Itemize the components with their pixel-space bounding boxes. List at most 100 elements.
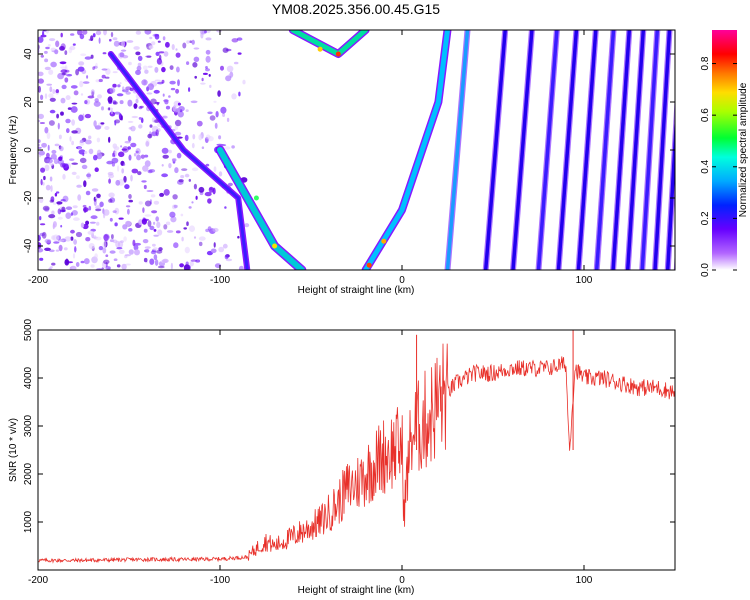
- noise-speckle: [71, 102, 78, 105]
- noise-speckle: [158, 247, 163, 252]
- noise-speckle: [144, 200, 152, 207]
- noise-speckle: [75, 69, 79, 76]
- noise-speckle: [132, 239, 136, 247]
- noise-speckle: [77, 147, 82, 149]
- noise-speckle: [45, 184, 51, 191]
- noise-speckle: [124, 140, 131, 144]
- noise-speckle: [99, 201, 104, 208]
- noise-speckle: [146, 248, 149, 253]
- noise-speckle: [205, 68, 210, 72]
- noise-speckle: [110, 31, 114, 38]
- noise-speckle: [124, 254, 131, 257]
- noise-speckle: [104, 126, 110, 130]
- noise-speckle: [65, 206, 73, 210]
- noise-speckle: [108, 198, 113, 203]
- noise-speckle: [182, 42, 187, 49]
- noise-speckle: [161, 79, 165, 84]
- noise-speckle: [40, 94, 44, 101]
- noise-speckle: [213, 100, 217, 103]
- noise-speckle: [173, 242, 179, 249]
- diagonal-stripe: [511, 30, 534, 270]
- noise-speckle: [119, 82, 122, 85]
- noise-speckle: [38, 150, 45, 156]
- noise-speckle: [85, 220, 90, 225]
- noise-speckle: [114, 111, 121, 115]
- noise-speckle: [44, 58, 49, 63]
- noise-speckle: [191, 39, 195, 45]
- noise-speckle: [156, 221, 161, 229]
- noise-speckle: [122, 146, 129, 153]
- noise-speckle: [120, 145, 123, 148]
- noise-speckle: [80, 93, 84, 96]
- noise-speckle: [233, 61, 239, 65]
- noise-speckle: [114, 150, 118, 157]
- noise-speckle: [168, 95, 171, 98]
- noise-speckle: [112, 37, 118, 41]
- noise-speckle: [174, 119, 182, 127]
- noise-speckle: [139, 105, 144, 108]
- noise-speckle: [86, 75, 89, 79]
- x-tick-label: 0: [399, 575, 405, 586]
- noise-speckle: [177, 110, 184, 118]
- noise-speckle: [209, 84, 212, 88]
- noise-speckle: [214, 122, 218, 129]
- noise-speckle: [200, 32, 204, 39]
- noise-speckle: [94, 98, 99, 103]
- noise-speckle: [38, 139, 41, 143]
- noise-speckle: [173, 204, 178, 208]
- diagonal-stripe: [576, 30, 598, 270]
- noise-speckle: [54, 192, 58, 197]
- noise-speckle: [123, 175, 127, 183]
- noise-speckle: [115, 179, 121, 186]
- noise-speckle: [138, 219, 144, 226]
- noise-speckle: [209, 115, 216, 121]
- noise-speckle: [41, 142, 47, 148]
- noise-speckle: [133, 244, 139, 251]
- noise-speckle: [218, 246, 225, 253]
- noise-speckle: [116, 264, 121, 268]
- noise-speckle: [120, 49, 127, 52]
- noise-speckle: [188, 178, 191, 182]
- noise-speckle: [49, 199, 55, 203]
- noise-speckle: [157, 229, 163, 236]
- noise-speckle: [52, 223, 55, 230]
- noise-speckle: [108, 107, 111, 111]
- noise-speckle: [94, 236, 102, 241]
- noise-speckle: [155, 129, 159, 137]
- noise-speckle: [93, 120, 97, 127]
- noise-speckle: [92, 236, 98, 239]
- noise-speckle: [123, 163, 126, 166]
- noise-speckle: [181, 168, 188, 172]
- noise-speckle: [71, 162, 78, 165]
- noise-speckle: [218, 171, 223, 177]
- noise-speckle: [47, 144, 50, 151]
- noise-speckle: [73, 217, 80, 221]
- noise-speckle: [116, 247, 123, 250]
- noise-speckle: [109, 87, 116, 94]
- noise-speckle: [150, 250, 157, 255]
- noise-speckle: [80, 222, 85, 228]
- noise-speckle: [145, 141, 150, 147]
- noise-speckle: [137, 171, 142, 176]
- noise-speckle: [98, 37, 101, 44]
- noise-speckle: [93, 199, 97, 207]
- noise-speckle: [58, 244, 63, 252]
- noise-speckle: [40, 223, 46, 226]
- noise-speckle: [175, 108, 181, 113]
- noise-speckle: [96, 193, 101, 198]
- noise-speckle: [153, 234, 159, 237]
- noise-speckle: [65, 95, 71, 101]
- noise-speckle: [101, 74, 106, 79]
- noise-speckle: [49, 176, 53, 182]
- noise-speckle: [165, 105, 171, 110]
- diagonal-stripe: [677, 30, 691, 270]
- noise-speckle: [224, 206, 227, 209]
- noise-speckle: [193, 56, 200, 62]
- noise-speckle: [153, 229, 157, 232]
- noise-speckle: [135, 98, 139, 104]
- x-tick-label: 0: [399, 275, 405, 286]
- noise-speckle: [87, 230, 95, 235]
- noise-speckle: [198, 241, 203, 247]
- noise-speckle: [70, 229, 75, 234]
- noise-speckle: [157, 265, 165, 269]
